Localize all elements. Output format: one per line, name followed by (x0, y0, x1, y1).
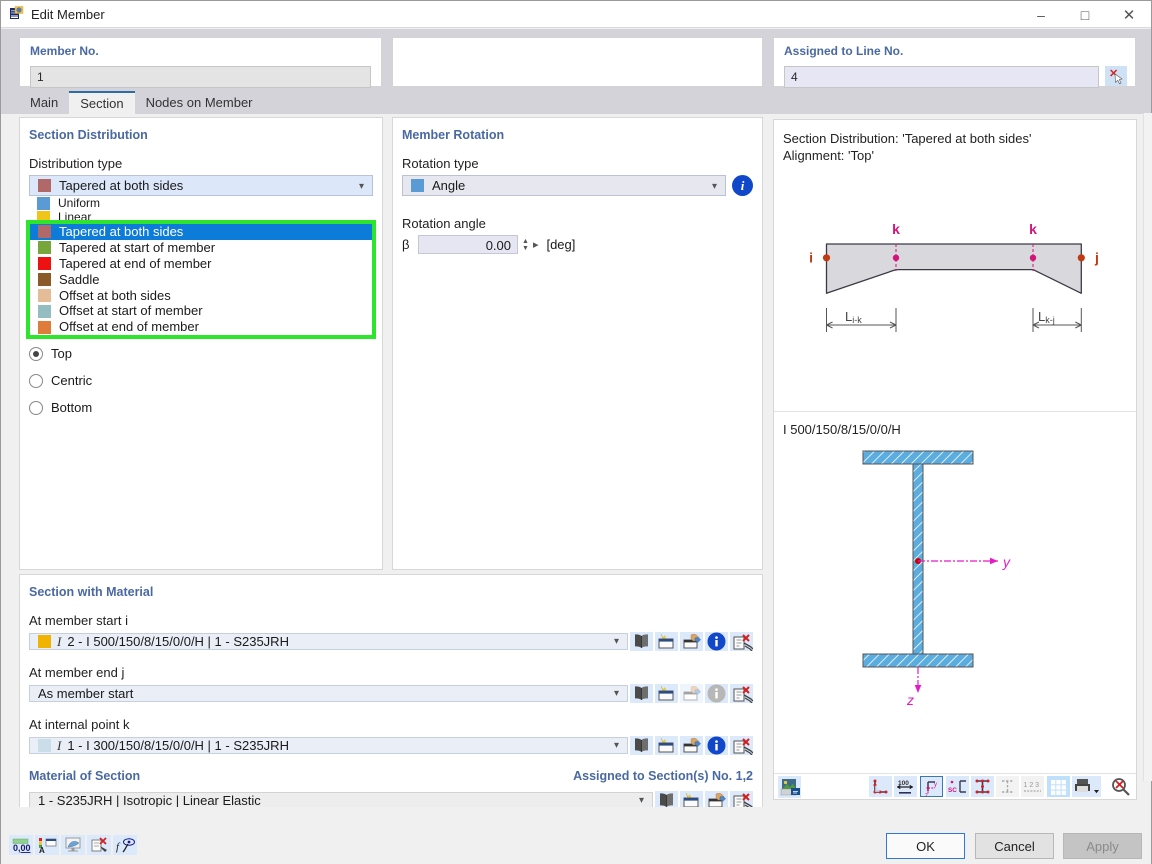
svg-text:i: i (809, 250, 813, 266)
svg-text:z: z (906, 692, 914, 708)
svg-text:k: k (892, 221, 900, 237)
svg-text:Lk-j: Lk-j (1038, 309, 1055, 325)
svg-text:j: j (1094, 250, 1099, 266)
svg-text:y: y (934, 782, 937, 788)
svg-text:y: y (1002, 554, 1011, 570)
svg-text:A: A (39, 846, 45, 855)
svg-text:z: z (925, 793, 928, 797)
svg-text:k: k (1029, 221, 1037, 237)
svg-text:Li-k: Li-k (845, 309, 862, 325)
svg-text:0,00: 0,00 (13, 843, 31, 853)
svg-text:SC: SC (948, 787, 957, 794)
svg-text:1 2 3: 1 2 3 (1024, 782, 1040, 789)
